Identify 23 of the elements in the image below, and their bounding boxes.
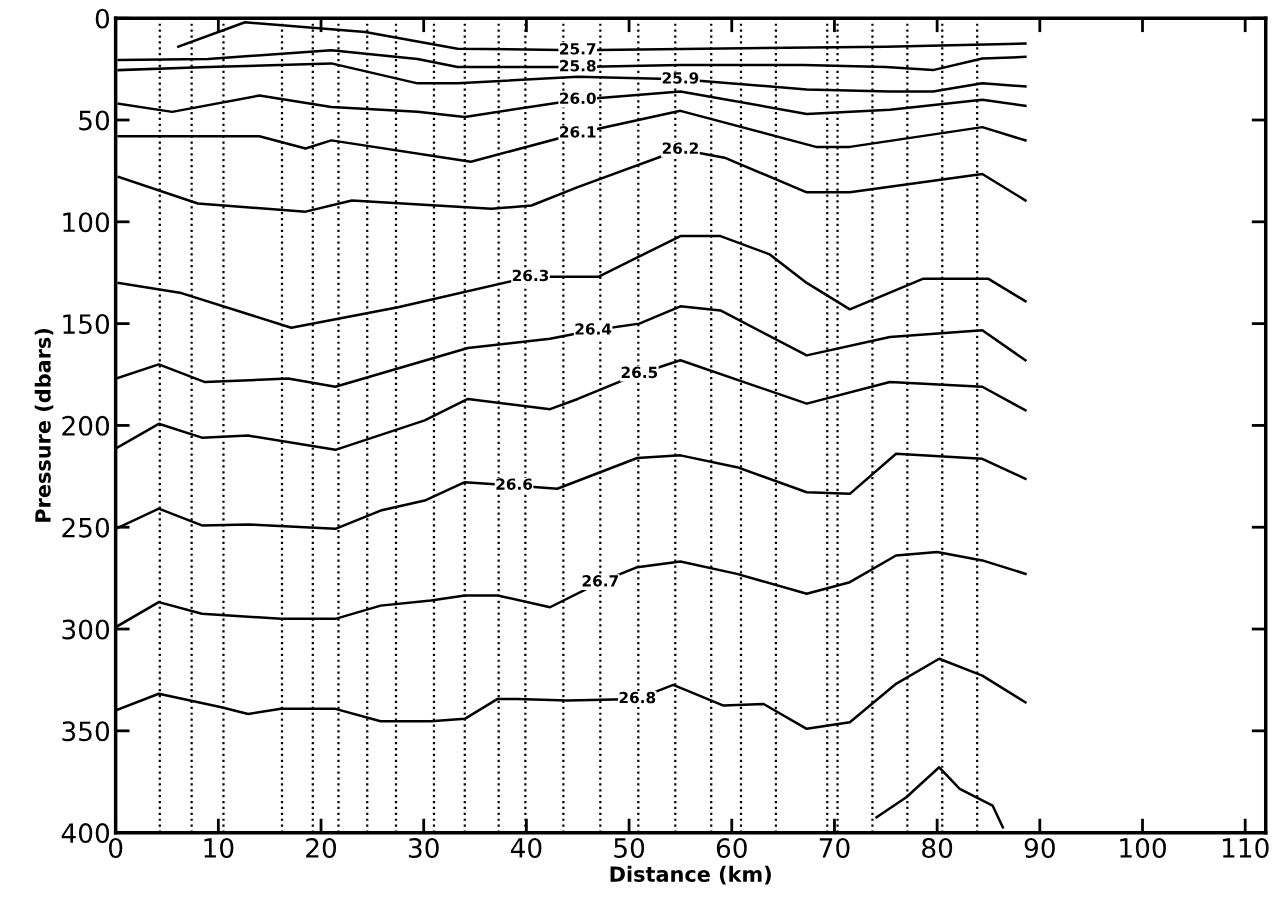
x-tick-label: 20 xyxy=(306,837,337,858)
x-tick-label: 80 xyxy=(922,837,953,858)
y-axis-title: Pressure (dbars) xyxy=(34,328,54,522)
y-tick-label: 50 xyxy=(79,110,110,131)
y-tick-label: 400 xyxy=(61,823,110,844)
x-tick-label: 0 xyxy=(109,837,123,858)
y-tick-label: 0 xyxy=(95,8,110,29)
x-tick-label: 50 xyxy=(614,837,645,858)
y-tick-label: 350 xyxy=(62,721,110,742)
x-tick-label: 110 xyxy=(1222,837,1269,858)
x-axis-title: Distance (km) xyxy=(610,865,771,885)
x-tick-label: 90 xyxy=(1024,837,1055,858)
y-tick-label: 250 xyxy=(62,517,110,538)
x-tick-label: 70 xyxy=(819,837,850,858)
y-tick-label: 300 xyxy=(62,619,110,640)
x-tick-label: 40 xyxy=(510,837,542,858)
x-tick-label: 30 xyxy=(408,837,439,858)
x-tick-label: 100 xyxy=(1120,837,1166,858)
y-tick-label: 100 xyxy=(63,212,110,233)
y-tick-label: 150 xyxy=(63,314,110,335)
x-tick-label: 10 xyxy=(204,837,234,858)
y-tick-label: 200 xyxy=(62,415,110,436)
x-tick-label: 60 xyxy=(716,837,747,858)
